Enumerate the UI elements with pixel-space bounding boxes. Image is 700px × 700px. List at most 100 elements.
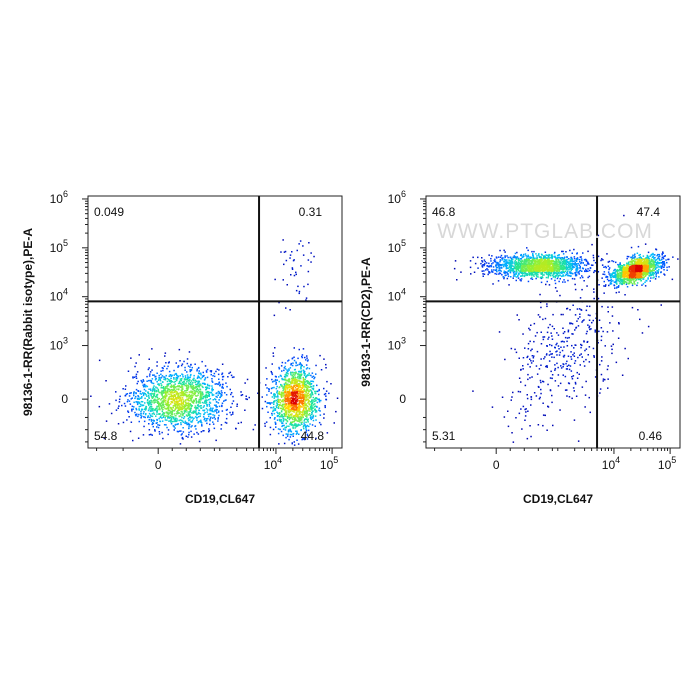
event-dot [559, 265, 561, 267]
event-dot [292, 259, 295, 262]
event-dot [300, 406, 302, 408]
event-dot [555, 351, 557, 353]
event-dot [200, 407, 203, 409]
event-dot [503, 263, 506, 266]
event-dot [224, 421, 227, 424]
event-dot [512, 441, 515, 443]
event-dot [300, 397, 303, 399]
event-dot [304, 401, 306, 403]
event-dot [165, 374, 167, 377]
event-dot [163, 414, 166, 417]
event-dot [604, 378, 606, 381]
event-dot [305, 421, 307, 424]
event-dot [547, 406, 550, 408]
event-dot [292, 387, 294, 389]
event-dot [181, 406, 183, 409]
event-dot [204, 417, 206, 420]
event-dot [311, 380, 313, 382]
event-dot [307, 414, 310, 416]
event-dot [551, 257, 553, 260]
event-dot [299, 409, 301, 411]
event-dot [531, 278, 534, 280]
event-dot [278, 380, 280, 383]
event-dot [526, 259, 528, 261]
event-dot [287, 383, 289, 386]
event-dot [544, 356, 546, 358]
event-dot [171, 413, 174, 416]
event-dot [616, 274, 619, 277]
event-dot [196, 406, 198, 409]
event-dot [665, 259, 667, 261]
event-dot [151, 423, 153, 426]
event-dot [283, 384, 286, 386]
event-dot [307, 283, 309, 286]
event-dot [283, 397, 286, 399]
event-dot [206, 387, 208, 390]
event-dot [240, 391, 242, 393]
event-dot [297, 390, 299, 393]
event-dot [201, 391, 204, 393]
event-dot [610, 278, 613, 281]
event-dot [276, 391, 278, 394]
event-dot [629, 280, 632, 282]
event-dot [520, 408, 522, 410]
event-dot [521, 428, 523, 430]
event-dot [555, 258, 557, 260]
event-dot [176, 377, 179, 380]
event-dot [603, 280, 605, 283]
event-dot [582, 320, 584, 322]
event-dot [581, 386, 584, 388]
event-dot [302, 385, 304, 388]
event-dot [274, 278, 276, 281]
event-dot [290, 421, 292, 424]
event-dot [488, 271, 490, 273]
event-dot [217, 373, 220, 376]
event-dot [147, 392, 150, 395]
event-dot [304, 390, 307, 392]
event-dot [149, 379, 151, 382]
event-dot [186, 358, 189, 360]
event-dot [662, 252, 664, 254]
event-dot [190, 417, 192, 419]
event-dot [553, 271, 555, 274]
event-dot [187, 395, 189, 398]
event-dot [531, 261, 533, 264]
event-dot [202, 386, 204, 389]
event-dot [545, 254, 547, 256]
y-tick-exponent: 6 [63, 189, 68, 199]
event-dot [312, 415, 315, 418]
event-dot [157, 398, 159, 400]
event-dot [191, 396, 194, 398]
event-dot [512, 277, 514, 279]
event-dot [168, 412, 170, 414]
event-dot [274, 408, 276, 410]
event-dot [585, 264, 588, 267]
event-dot [617, 279, 619, 282]
event-dot [286, 379, 289, 382]
event-dot [294, 417, 297, 419]
event-dot [559, 257, 561, 259]
event-dot [588, 325, 591, 328]
event-dot [561, 340, 564, 343]
event-dot [187, 414, 190, 416]
event-dot [188, 433, 190, 436]
event-dot [148, 429, 151, 431]
event-dot [216, 368, 219, 370]
event-dot [180, 402, 183, 405]
event-dot [180, 364, 183, 367]
event-dot [611, 306, 614, 308]
event-dot [527, 410, 529, 412]
event-dot [540, 364, 542, 366]
event-dot [500, 266, 503, 269]
event-dot [156, 407, 158, 409]
event-dot [520, 254, 523, 257]
event-dot [551, 353, 553, 355]
event-dot [162, 389, 165, 392]
event-dot [302, 410, 304, 412]
event-dot [305, 431, 307, 433]
event-dot [174, 400, 176, 403]
event-dot [174, 383, 176, 385]
event-dot [190, 421, 192, 423]
event-dot [577, 268, 579, 270]
event-dot [547, 277, 549, 279]
